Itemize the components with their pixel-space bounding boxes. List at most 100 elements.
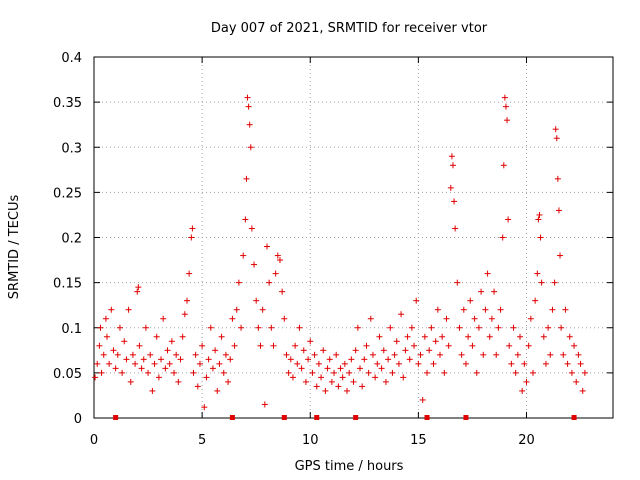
data-point xyxy=(523,378,530,385)
y-tick-label: 0.35 xyxy=(53,96,82,111)
data-point xyxy=(123,356,130,363)
data-point xyxy=(560,351,567,358)
axis-marker xyxy=(281,415,287,420)
data-point xyxy=(437,351,443,358)
data-point xyxy=(142,324,149,331)
data-point xyxy=(365,369,372,376)
data-point xyxy=(532,297,539,304)
data-point xyxy=(562,306,569,313)
data-point xyxy=(331,369,338,376)
y-axis-ticks: 0 0.05 0.1 0.15 0.2 0.25 0.3 0.35 0.4 xyxy=(53,51,613,427)
data-point xyxy=(220,369,227,376)
data-point xyxy=(189,225,196,232)
data-point xyxy=(196,360,203,367)
data-point xyxy=(382,378,389,385)
data-point xyxy=(579,387,586,394)
data-point xyxy=(114,351,121,358)
y-tick-label: 0.4 xyxy=(61,51,82,66)
data-point xyxy=(348,356,355,363)
data-point xyxy=(164,347,171,354)
data-point xyxy=(428,324,435,331)
data-point xyxy=(162,365,169,372)
data-point xyxy=(448,153,455,160)
data-point xyxy=(510,324,517,331)
data-point xyxy=(354,324,361,331)
axis-marker xyxy=(229,415,235,420)
data-point xyxy=(116,324,123,331)
data-point xyxy=(119,369,126,376)
data-point xyxy=(300,347,307,354)
data-point xyxy=(568,369,575,376)
data-point xyxy=(199,342,206,349)
data-point xyxy=(181,311,188,318)
data-point xyxy=(339,374,346,381)
data-point xyxy=(540,333,547,340)
data-point xyxy=(322,387,329,394)
data-point xyxy=(443,315,450,322)
data-point xyxy=(246,121,253,128)
data-point xyxy=(283,351,290,358)
data-point xyxy=(177,356,184,363)
data-point xyxy=(292,342,299,349)
data-point xyxy=(367,315,374,322)
data-point xyxy=(497,306,504,313)
data-point xyxy=(462,360,469,367)
data-point xyxy=(356,365,363,372)
data-point xyxy=(166,360,173,367)
axis-marker xyxy=(314,415,320,420)
data-point xyxy=(243,175,250,182)
data-point xyxy=(519,387,526,394)
data-point xyxy=(493,351,500,358)
data-point xyxy=(106,360,113,367)
data-point xyxy=(558,324,565,331)
data-point xyxy=(577,360,584,367)
data-point xyxy=(231,342,238,349)
x-tick-label: 15 xyxy=(410,433,427,448)
data-point xyxy=(482,306,489,313)
data-point xyxy=(469,342,476,349)
data-point xyxy=(245,103,252,110)
data-point xyxy=(372,374,379,381)
data-point xyxy=(155,374,162,381)
data-point xyxy=(445,342,452,349)
y-axis-label: SRMTID / TECUs xyxy=(7,195,22,300)
data-point xyxy=(554,175,561,182)
data-point xyxy=(571,342,578,349)
data-point xyxy=(194,383,201,390)
data-point xyxy=(251,261,258,268)
data-point xyxy=(517,333,524,340)
data-point xyxy=(276,257,283,264)
data-point xyxy=(341,360,348,367)
data-point xyxy=(294,360,301,367)
data-point xyxy=(132,360,139,367)
data-point xyxy=(171,369,178,376)
y-tick-label: 0.15 xyxy=(53,277,82,292)
data-point xyxy=(506,342,513,349)
data-point xyxy=(190,369,197,376)
data-point xyxy=(186,270,193,277)
data-point xyxy=(207,324,214,331)
data-point xyxy=(413,297,420,304)
data-point xyxy=(96,342,103,349)
data-point xyxy=(287,356,294,363)
data-point xyxy=(432,338,439,345)
data-point xyxy=(421,333,428,340)
data-point xyxy=(460,306,467,313)
data-point xyxy=(179,333,186,340)
data-point xyxy=(508,360,515,367)
data-point xyxy=(272,270,279,277)
data-point xyxy=(235,279,242,286)
data-point xyxy=(551,279,558,286)
data-point xyxy=(160,315,167,322)
data-point xyxy=(97,324,104,331)
data-point xyxy=(92,374,99,381)
data-point xyxy=(344,387,351,394)
data-point xyxy=(112,365,119,372)
grid-lines xyxy=(94,57,613,418)
data-point xyxy=(151,360,158,367)
data-point xyxy=(467,297,474,304)
data-point xyxy=(222,351,229,358)
data-point xyxy=(501,94,508,101)
axis-marker xyxy=(353,415,359,420)
